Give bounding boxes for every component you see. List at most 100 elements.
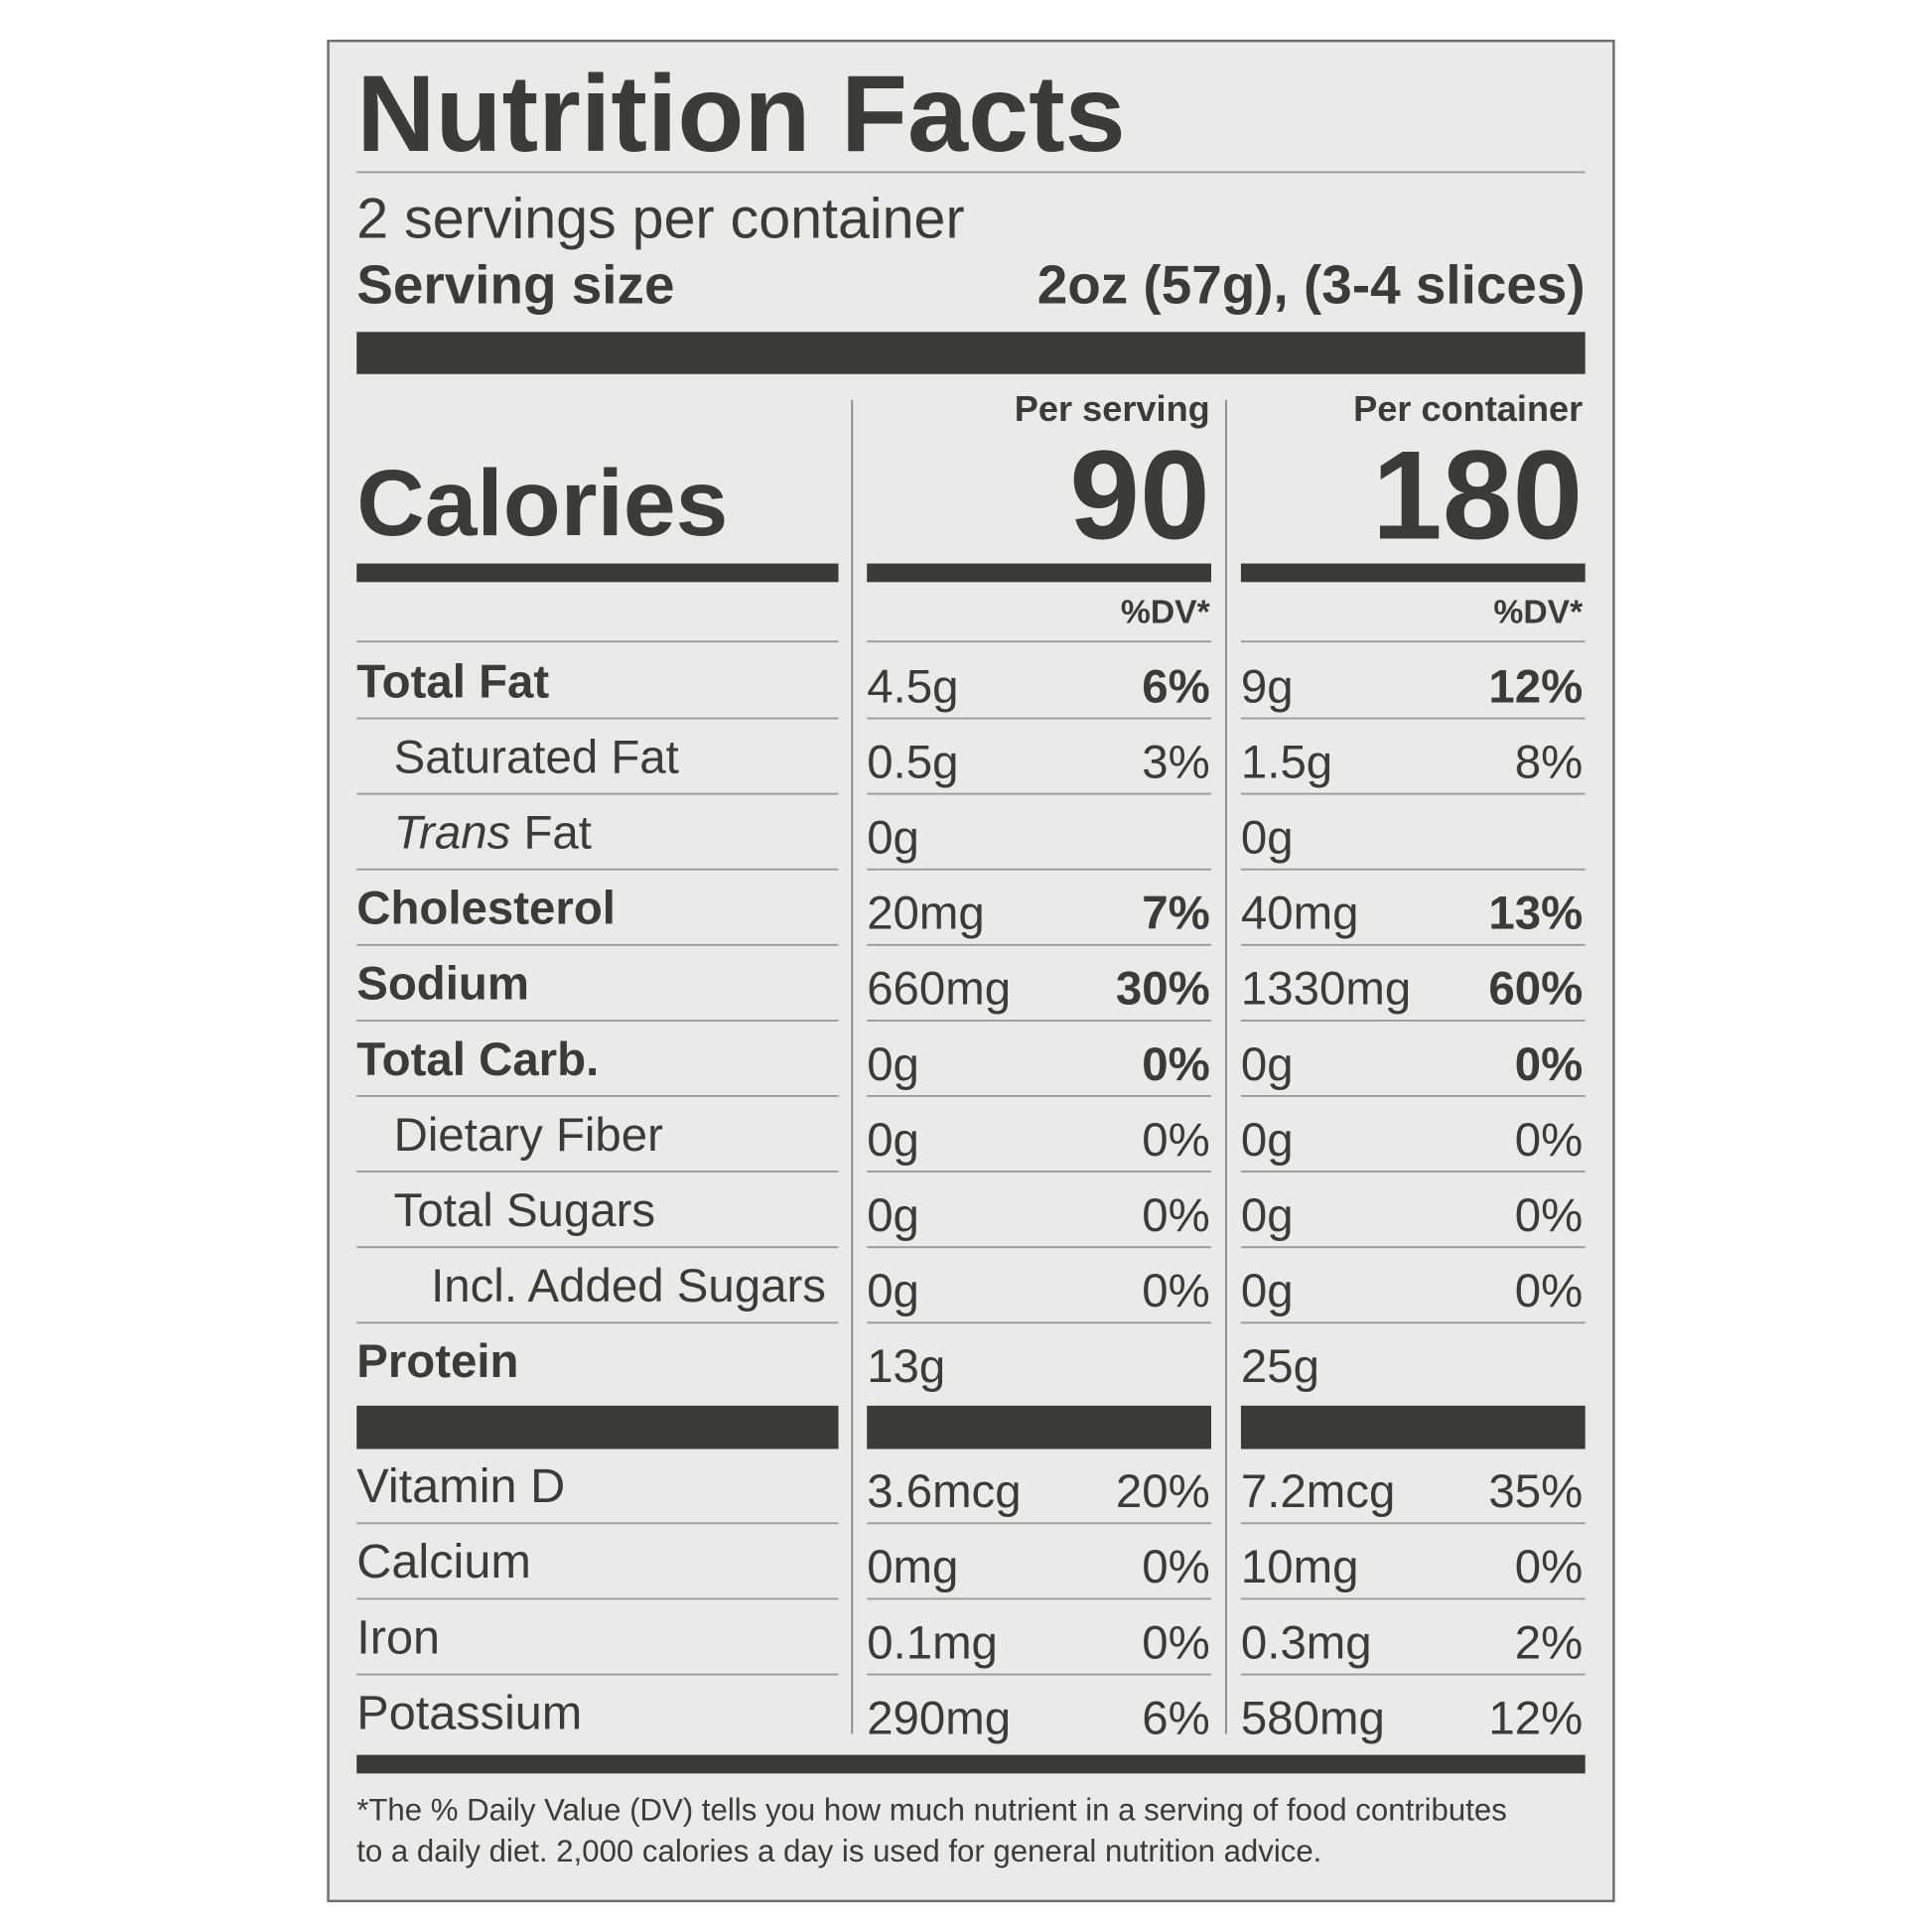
calories-label: Calories [356, 451, 728, 556]
amount: 0.5g [867, 736, 958, 788]
daily-value: 6% [1142, 660, 1210, 713]
amount: 0g [867, 1038, 919, 1091]
daily-value: 12% [1488, 1692, 1583, 1744]
nutrient-name-text: Total Fat [356, 655, 549, 708]
amount: 0g [867, 1189, 919, 1242]
amount: 40mg [1241, 888, 1359, 940]
amount: 0g [867, 1114, 919, 1167]
amount: 9g [1241, 660, 1294, 713]
bar [356, 1405, 839, 1449]
amount: 0g [1241, 1114, 1294, 1167]
daily-value: 2% [1515, 1616, 1583, 1669]
nutrient-name-text: Sodium [356, 958, 529, 1011]
bar [356, 563, 839, 583]
amount: 0g [1241, 1265, 1294, 1317]
daily-value: 0% [1515, 1541, 1583, 1593]
nutrient-name-text: Incl. Added Sugars [431, 1260, 826, 1312]
calories-value: 90 [1069, 425, 1210, 566]
bar [356, 1754, 1586, 1774]
nutrient-name: Protein [356, 1335, 518, 1388]
nutrient-name-text: Total Sugars [394, 1184, 655, 1237]
nutrient-name-text: Dietary Fiber [394, 1109, 663, 1162]
daily-value: 0% [1515, 1189, 1583, 1242]
serving-size-label: Serving size [356, 254, 674, 316]
nutrient-name-text: Calcium [356, 1535, 531, 1588]
amount: 0.3mg [1241, 1616, 1372, 1669]
daily-value: 7% [1142, 888, 1210, 940]
daily-value: 6% [1142, 1692, 1210, 1744]
nutrient-name-text: Vitamin D [356, 1459, 565, 1513]
servings: 2 servings per container [356, 188, 964, 251]
nutrient-name-text: Iron [356, 1610, 440, 1664]
daily-value: 30% [1116, 963, 1210, 1016]
nutrient-name-text: Total Carb. [356, 1034, 599, 1086]
bar [1240, 563, 1586, 583]
daily-value: 13% [1488, 888, 1583, 940]
amount: 660mg [867, 963, 1011, 1016]
calories-value: 180 [1372, 425, 1583, 566]
dv-header: %DV* [1493, 594, 1584, 630]
amount: 290mg [867, 1692, 1011, 1744]
amount: 580mg [1241, 1692, 1385, 1744]
amount: 0g [1241, 811, 1294, 864]
daily-value: 0% [1515, 1038, 1583, 1091]
nutrient-name-text: Cholesterol [356, 883, 616, 935]
amount: 4.5g [867, 660, 958, 713]
daily-value: 12% [1488, 660, 1583, 713]
bar [1240, 1405, 1586, 1449]
daily-value: 0% [1515, 1114, 1583, 1167]
nutrient-name-text: Saturated Fat [394, 731, 679, 783]
amount: 1.5g [1241, 736, 1332, 788]
nutrient-name: Total Sugars [394, 1184, 655, 1237]
daily-value: 0% [1142, 1541, 1210, 1593]
daily-value: 0% [1142, 1265, 1210, 1317]
amount: 0g [867, 811, 919, 864]
amount: 0.1mg [867, 1616, 998, 1669]
amount: 0g [1241, 1038, 1294, 1091]
column-header: Per serving [1015, 388, 1210, 429]
nutrient-name: Incl. Added Sugars [431, 1260, 826, 1312]
nutrient-name-italic: Trans [394, 806, 511, 859]
nutrient-name: Total Fat [356, 655, 549, 708]
daily-value: 0% [1142, 1189, 1210, 1242]
nutrient-name: Trans Fat [394, 806, 592, 859]
daily-value: 0% [1515, 1265, 1583, 1317]
nutrient-name-text: Protein [356, 1335, 518, 1388]
title: Nutrition Facts [356, 54, 1125, 175]
footnote: to a daily diet. 2,000 calories a day is… [356, 1834, 1321, 1868]
dv-header: %DV* [1121, 594, 1211, 630]
bar [867, 1405, 1211, 1449]
nutrient-name: Saturated Fat [394, 731, 679, 783]
nutrient-name: Vitamin D [356, 1459, 565, 1513]
nutrient-name: Potassium [356, 1686, 582, 1739]
amount: 0mg [867, 1541, 958, 1593]
nutrient-name: Iron [356, 1610, 440, 1664]
nutrient-name-text: Potassium [356, 1686, 582, 1739]
footnote: *The % Daily Value (DV) tells you how mu… [356, 1793, 1507, 1828]
amount: 3.6mcg [867, 1465, 1021, 1518]
nutrient-name: Dietary Fiber [394, 1109, 663, 1162]
amount: 1330mg [1241, 963, 1411, 1016]
amount: 0g [1241, 1189, 1294, 1242]
amount: 0g [867, 1265, 919, 1317]
column-header: Per container [1353, 388, 1583, 429]
thick-bar [356, 332, 1586, 374]
amount: 25g [1241, 1340, 1319, 1393]
amount: 7.2mcg [1241, 1465, 1395, 1518]
daily-value: 0% [1142, 1114, 1210, 1167]
daily-value: 35% [1488, 1465, 1583, 1518]
nutrient-name-rest: Fat [510, 806, 592, 859]
daily-value: 3% [1142, 736, 1210, 788]
bar [867, 563, 1211, 583]
nutrient-name: Cholesterol [356, 883, 616, 935]
nutrient-name: Total Carb. [356, 1034, 599, 1086]
nutrient-name: Sodium [356, 958, 529, 1011]
nutrient-name: Calcium [356, 1535, 531, 1588]
amount: 13g [867, 1340, 945, 1393]
daily-value: 60% [1488, 963, 1583, 1016]
daily-value: 8% [1515, 736, 1583, 788]
daily-value: 0% [1142, 1038, 1210, 1091]
daily-value: 0% [1142, 1616, 1210, 1669]
